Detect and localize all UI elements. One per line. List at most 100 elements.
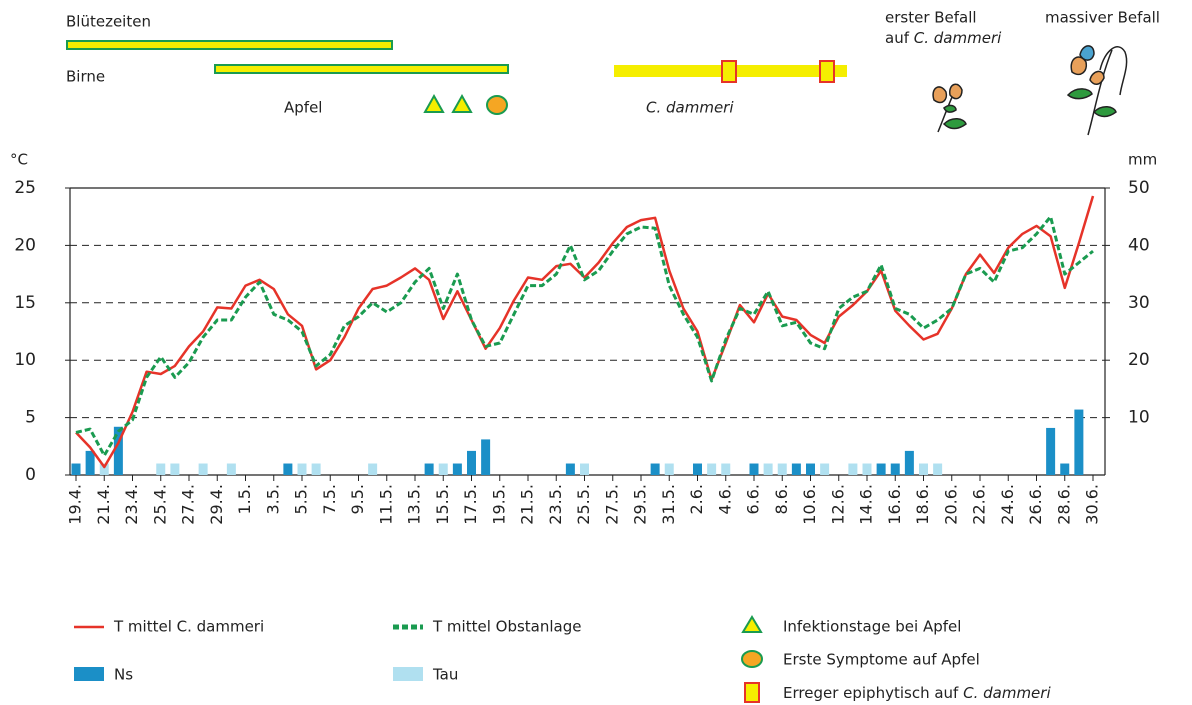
x-tick-label: 13.5.: [405, 484, 424, 525]
bar: [707, 464, 716, 475]
bloom-bar: [67, 41, 392, 49]
legend-swatch: [393, 667, 423, 681]
x-tick-label: 27.4.: [179, 484, 198, 525]
bar: [368, 464, 377, 475]
legend-symbol: [743, 617, 761, 632]
y-tick-label: 20: [14, 235, 36, 255]
bar: [86, 451, 95, 475]
x-tick-label: 25.4.: [150, 484, 169, 525]
legend-label: Ns: [114, 666, 133, 684]
legend-label: Infektionstage bei Apfel: [783, 618, 961, 636]
bloom-bar: [215, 65, 508, 73]
bar: [481, 439, 490, 475]
x-tick-label: 9.5.: [348, 484, 367, 515]
bar: [453, 464, 462, 475]
x-tick-label: 14.6.: [857, 484, 876, 525]
pathogen-symbol: [820, 61, 834, 82]
bar: [199, 464, 208, 475]
x-tick-label: 15.5.: [433, 484, 452, 525]
x-tick-label: 1.5.: [235, 484, 254, 515]
x-tick-label: 12.6.: [828, 484, 847, 525]
y2-tick-label: 30: [1128, 293, 1150, 313]
bar: [792, 464, 801, 475]
x-tick-label: 20.6.: [941, 484, 960, 525]
x-tick-label: 2.6.: [687, 484, 706, 515]
y-tick-label: 25: [14, 178, 36, 198]
x-tick-label: 18.6.: [913, 484, 932, 525]
bar: [750, 464, 759, 475]
x-tick-label: 26.6.: [1026, 484, 1045, 525]
bar: [806, 464, 815, 475]
x-tick-label: 21.4.: [94, 484, 113, 525]
bar: [425, 464, 434, 475]
bar: [467, 451, 476, 475]
y2-axis-label: mm: [1128, 151, 1157, 169]
y-tick-label: 0: [25, 465, 36, 485]
bar: [764, 464, 773, 475]
x-tick-label: 24.6.: [998, 484, 1017, 525]
y-axis-label: °C: [10, 151, 28, 169]
x-tick-label: 3.5.: [263, 484, 282, 515]
annotation: Birne: [66, 68, 105, 86]
bar: [778, 464, 787, 475]
x-tick-label: 25.5.: [574, 484, 593, 525]
x-tick-label: 30.6.: [1083, 484, 1102, 525]
y-tick-label: 15: [14, 293, 36, 313]
y2-tick-label: 50: [1128, 178, 1150, 198]
line: [76, 196, 1093, 467]
x-tick-label: 27.5.: [602, 484, 621, 525]
bar: [566, 464, 575, 475]
x-tick-label: 6.6.: [744, 484, 763, 515]
x-tick-label: 11.5.: [376, 484, 395, 525]
annotation: erster Befall: [885, 9, 977, 27]
legend-label: T mittel C. dammeri: [113, 618, 264, 636]
bar: [863, 464, 872, 475]
y2-tick-label: 20: [1128, 350, 1150, 370]
bar: [156, 464, 165, 475]
bar: [651, 464, 660, 475]
y-tick-label: 5: [25, 408, 36, 428]
x-tick-label: 29.5.: [631, 484, 650, 525]
x-tick-label: 10.6.: [800, 484, 819, 525]
bar: [721, 464, 730, 475]
infection-symbol: [425, 96, 443, 112]
bar: [312, 464, 321, 475]
symptom-symbol: [487, 96, 507, 114]
x-tick-label: 17.5.: [461, 484, 480, 525]
x-tick-label: 21.5.: [518, 484, 537, 525]
y2-tick-label: 10: [1128, 408, 1150, 428]
bar: [227, 464, 236, 475]
bar: [283, 464, 292, 475]
bar: [693, 464, 702, 475]
legend-swatch: [74, 667, 104, 681]
x-tick-label: 16.6.: [885, 484, 904, 525]
x-tick-label: 7.5.: [320, 484, 339, 515]
y-tick-label: 10: [14, 350, 36, 370]
bar: [905, 451, 914, 475]
bar: [580, 464, 589, 475]
x-tick-label: 4.6.: [715, 484, 734, 515]
bar: [820, 464, 829, 475]
bar: [1046, 428, 1055, 475]
bar: [1060, 464, 1069, 475]
legend-label: C. dammeri: [963, 684, 1051, 702]
pathogen-symbol: [722, 61, 736, 82]
legend-label: Erste Symptome auf Apfel: [783, 651, 980, 669]
bar: [1074, 410, 1083, 475]
legend-label: Erreger epiphytisch auf C. dammeri: [783, 684, 1051, 702]
legend-label: T mittel Obstanlage: [432, 618, 581, 636]
infection-symbol: [453, 96, 471, 112]
legend-symbol: [745, 683, 759, 702]
x-tick-label: 19.4.: [66, 484, 85, 525]
bar: [933, 464, 942, 475]
x-tick-label: 28.6.: [1054, 484, 1073, 525]
bar: [848, 464, 857, 475]
bar: [170, 464, 179, 475]
x-tick-label: 23.5.: [546, 484, 565, 525]
plant-icon: [1068, 46, 1127, 135]
x-tick-label: 19.5.: [489, 484, 508, 525]
x-tick-label: 8.6.: [772, 484, 791, 515]
legend-symbol: [742, 651, 762, 667]
bar: [877, 464, 886, 475]
bar: [72, 464, 81, 475]
